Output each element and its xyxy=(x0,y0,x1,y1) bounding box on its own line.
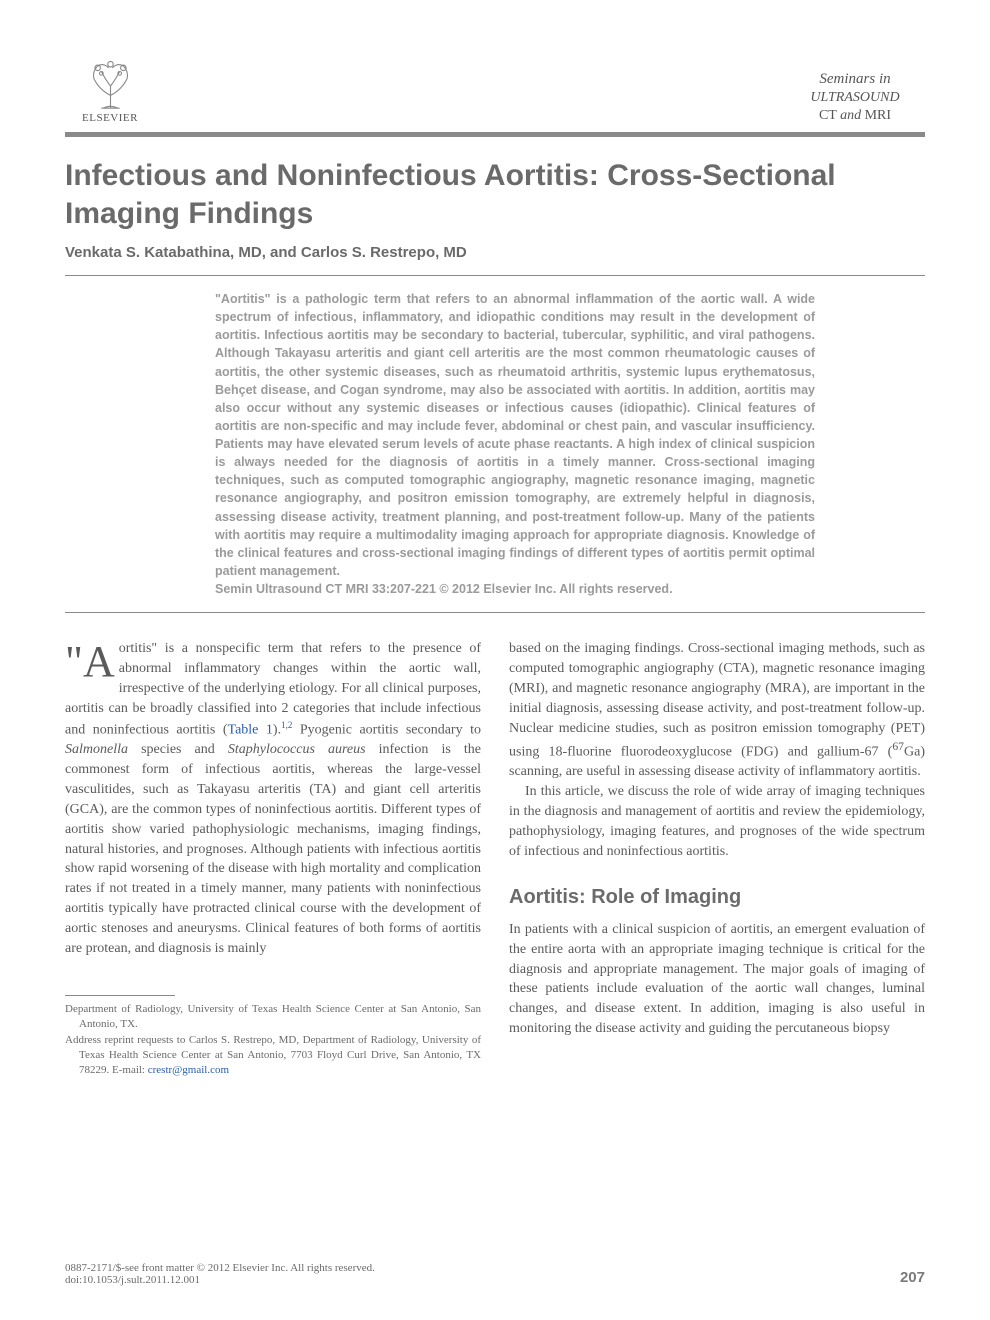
p-continued: based on the imaging findings. Cross-sec… xyxy=(509,639,925,782)
column-left: "Aortitis" is a nonspecific term that re… xyxy=(65,639,481,1080)
footer-left: 0887-2171/$-see front matter © 2012 Else… xyxy=(65,1262,375,1286)
italic-salmonella: Salmonella xyxy=(65,742,128,757)
italic-staph: Staphylococcus aureus xyxy=(228,742,366,757)
copyright-line: 0887-2171/$-see front matter © 2012 Else… xyxy=(65,1262,375,1274)
intro-paragraph: "Aortitis" is a nonspecific term that re… xyxy=(65,639,481,959)
p-role-of-imaging: In patients with a clinical suspicion of… xyxy=(509,920,925,1039)
elsevier-tree-icon xyxy=(83,55,138,110)
article-authors: Venkata S. Katabathina, MD, and Carlos S… xyxy=(65,244,925,261)
p-article-scope: In this article, we discuss the role of … xyxy=(509,782,925,862)
journal-name: Seminars in ULTRASOUND CT and MRI xyxy=(785,70,925,124)
abstract-rule xyxy=(65,612,925,613)
abstract-text: "Aortitis" is a pathologic term that ref… xyxy=(215,292,815,578)
title-rule xyxy=(65,275,925,276)
body-columns: "Aortitis" is a nonspecific term that re… xyxy=(65,639,925,1080)
ref-sup-1-2[interactable]: 1,2 xyxy=(281,720,292,730)
page-number: 207 xyxy=(900,1269,925,1286)
doi-line: doi:10.1053/j.sult.2011.12.001 xyxy=(65,1274,375,1286)
journal-line1: Seminars in xyxy=(785,70,925,89)
footnote-affiliation: Department of Radiology, University of T… xyxy=(65,1002,481,1032)
publisher-name: ELSEVIER xyxy=(82,112,138,124)
link-table1[interactable]: Table 1 xyxy=(228,722,273,737)
journal-line3: CT and MRI xyxy=(785,107,925,125)
footnote-correspondence: Address reprint requests to Carlos S. Re… xyxy=(65,1033,481,1078)
header-rule xyxy=(65,132,925,137)
heading-role-of-imaging: Aortitis: Role of Imaging xyxy=(509,883,925,911)
journal-line2: ULTRASOUND xyxy=(785,89,925,107)
link-email[interactable]: crestr@gmail.com xyxy=(148,1064,229,1076)
page-header: ELSEVIER Seminars in ULTRASOUND CT and M… xyxy=(65,55,925,124)
abstract-citation: Semin Ultrasound CT MRI 33:207-221 © 201… xyxy=(215,582,673,596)
abstract: "Aortitis" is a pathologic term that ref… xyxy=(215,290,815,598)
publisher-block: ELSEVIER xyxy=(65,55,155,124)
page-footer: 0887-2171/$-see front matter © 2012 Else… xyxy=(65,1262,925,1286)
sup-67: 67 xyxy=(892,740,904,753)
column-right: based on the imaging findings. Cross-sec… xyxy=(509,639,925,1080)
footnote-rule xyxy=(65,995,175,996)
article-title: Infectious and Noninfectious Aortitis: C… xyxy=(65,157,925,232)
